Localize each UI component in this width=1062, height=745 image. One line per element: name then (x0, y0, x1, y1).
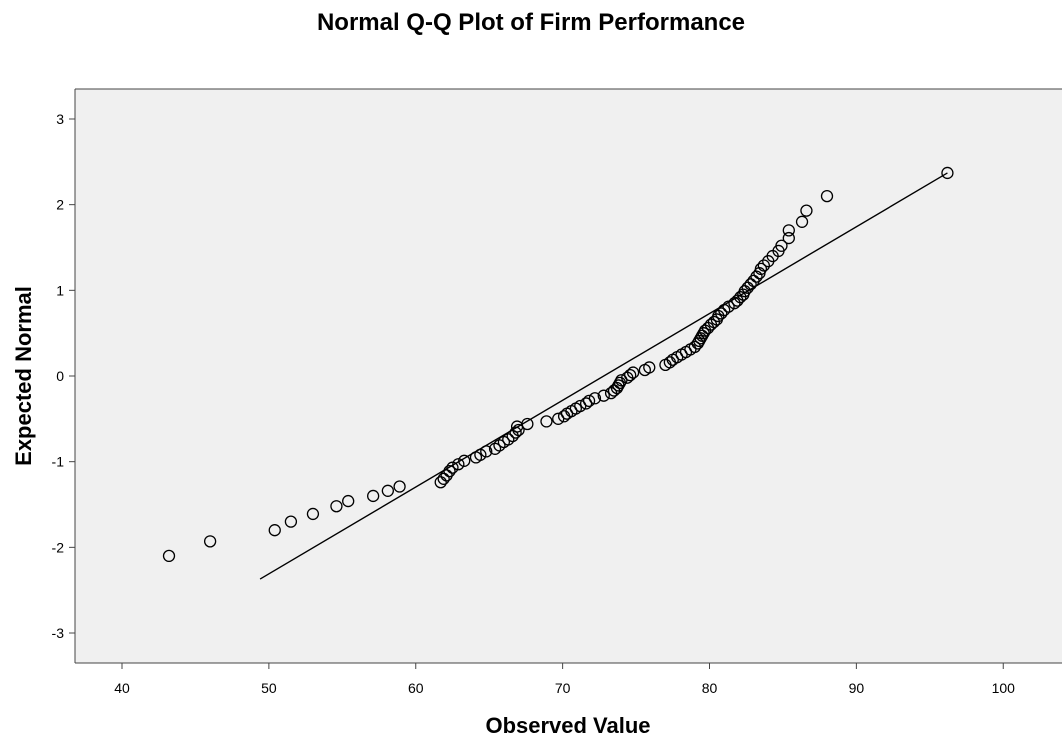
y-axis-label: Expected Normal (11, 286, 36, 466)
data-point (540, 415, 553, 428)
data-point (443, 464, 456, 478)
data-point (381, 484, 394, 497)
x-axis-label: Observed Value (485, 713, 650, 738)
y-tick-label: 0 (56, 368, 64, 384)
data-point (480, 445, 493, 458)
x-tick-label: 90 (849, 680, 865, 696)
data-point (597, 389, 610, 402)
data-point (330, 500, 343, 513)
y-tick-label: -2 (52, 539, 65, 555)
data-point (458, 454, 471, 467)
data-point (509, 426, 522, 439)
chart-title: Normal Q-Q Plot of Firm Performance (317, 9, 745, 36)
x-tick-label: 100 (992, 680, 1016, 696)
data-point (446, 461, 459, 474)
data-point (284, 515, 298, 528)
y-tick-label: 1 (56, 282, 64, 298)
data-point (941, 166, 954, 180)
data-point (800, 204, 813, 217)
data-point (782, 231, 795, 245)
data-point (643, 361, 656, 374)
data-point (203, 535, 217, 548)
data-point (820, 189, 834, 203)
y-tick-label: 3 (56, 111, 64, 127)
data-point (393, 480, 406, 493)
data-point (437, 472, 450, 485)
y-tick-label: 2 (56, 197, 64, 213)
data-point (624, 368, 637, 382)
x-tick-label: 40 (114, 680, 130, 696)
data-point (775, 239, 788, 252)
y-axis-ticks: 3 2 1 0 -1 -2 -3 (52, 111, 75, 641)
data-point (757, 259, 770, 272)
data-point (162, 549, 176, 563)
x-tick-label: 70 (555, 680, 571, 696)
x-tick-label: 50 (261, 680, 277, 696)
data-point (367, 489, 380, 503)
reference-line (259, 172, 948, 580)
data-point (306, 507, 320, 521)
x-axis-ticks: 40 50 60 70 80 90 100 (114, 663, 1015, 696)
x-tick-label: 60 (408, 680, 424, 696)
data-point (715, 307, 728, 320)
data-point (452, 458, 465, 471)
data-point (521, 417, 534, 431)
data-points (162, 166, 954, 563)
plot-area (75, 89, 1062, 663)
data-point (722, 300, 735, 313)
data-point (342, 494, 355, 508)
data-point (782, 224, 795, 237)
y-tick-label: -3 (52, 625, 65, 641)
x-tick-label: 80 (702, 680, 718, 696)
data-point (582, 394, 596, 407)
data-point (795, 215, 809, 228)
data-point (754, 262, 768, 276)
data-point (474, 448, 487, 461)
data-point (626, 366, 640, 379)
data-point (744, 278, 757, 291)
y-tick-label: -1 (52, 454, 65, 470)
data-point (268, 524, 281, 537)
data-point (588, 392, 602, 405)
